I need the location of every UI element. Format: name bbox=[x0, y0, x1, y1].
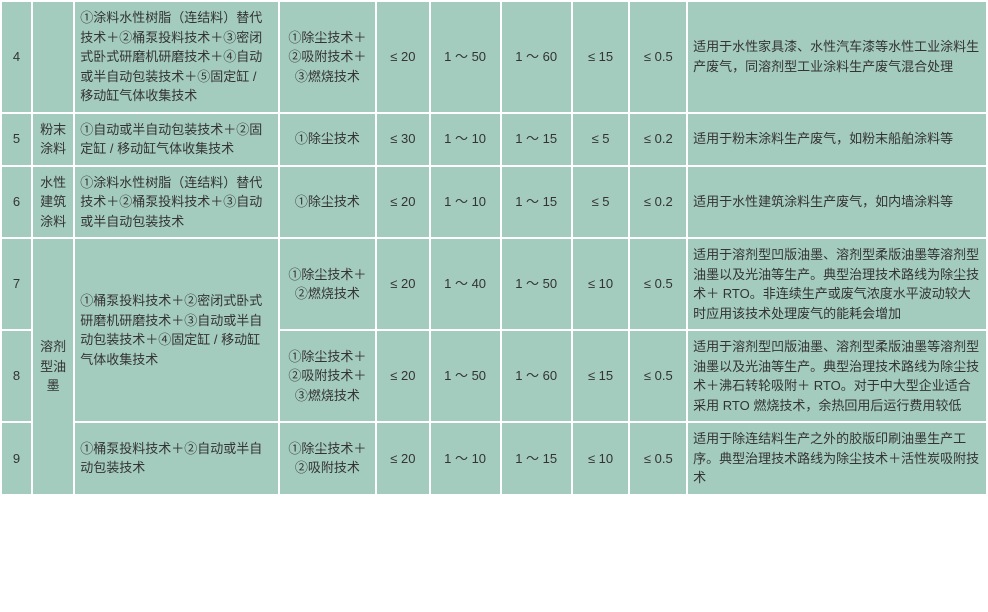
value-cell: 1 ～ 50 bbox=[501, 238, 572, 330]
tech1-cell: ①桶泵投料技术＋②自动或半自动包装技术 bbox=[74, 422, 278, 495]
tech2-cell: ①除尘技术＋②吸附技术＋③燃烧技术 bbox=[279, 330, 377, 422]
row-number: 4 bbox=[1, 1, 32, 113]
tech2-cell: ①除尘技术＋②燃烧技术 bbox=[279, 238, 377, 330]
value-cell: ≤ 0.5 bbox=[629, 422, 687, 495]
value-cell: ≤ 15 bbox=[572, 1, 630, 113]
tech2-cell: ①除尘技术＋②吸附技术＋③燃烧技术 bbox=[279, 1, 377, 113]
value-cell: ≤ 15 bbox=[572, 330, 630, 422]
value-cell: 1 ～ 15 bbox=[501, 166, 572, 239]
value-cell: 1 ～ 15 bbox=[501, 422, 572, 495]
tech2-cell: ①除尘技术 bbox=[279, 166, 377, 239]
value-cell: 1 ～ 10 bbox=[430, 166, 501, 239]
tech1-cell: ①涂料水性树脂（连结料）替代技术＋②桶泵投料技术＋③自动或半自动包装技术 bbox=[74, 166, 278, 239]
value-cell: 1 ～ 15 bbox=[501, 113, 572, 166]
value-cell: 1 ～ 50 bbox=[430, 1, 501, 113]
value-cell: ≤ 20 bbox=[376, 1, 429, 113]
category-cell: 溶剂型油墨 bbox=[32, 238, 74, 495]
value-cell: ≤ 20 bbox=[376, 238, 429, 330]
row-number: 9 bbox=[1, 422, 32, 495]
value-cell: ≤ 20 bbox=[376, 422, 429, 495]
table-row: 4 ①涂料水性树脂（连结料）替代技术＋②桶泵投料技术＋③密闭式卧式研磨机研磨技术… bbox=[1, 1, 987, 113]
category-cell: 粉末涂料 bbox=[32, 113, 74, 166]
value-cell: ≤ 20 bbox=[376, 330, 429, 422]
description-cell: 适用于溶剂型凹版油墨、溶剂型柔版油墨等溶剂型油墨以及光油等生产。典型治理技术路线… bbox=[687, 330, 987, 422]
value-cell: 1 ～ 60 bbox=[501, 330, 572, 422]
value-cell: 1 ～ 60 bbox=[501, 1, 572, 113]
value-cell: ≤ 20 bbox=[376, 166, 429, 239]
value-cell: ≤ 0.2 bbox=[629, 166, 687, 239]
value-cell: ≤ 0.2 bbox=[629, 113, 687, 166]
tech1-cell: ①自动或半自动包装技术＋②固定缸 / 移动缸气体收集技术 bbox=[74, 113, 278, 166]
description-cell: 适用于水性建筑涂料生产废气，如内墙涂料等 bbox=[687, 166, 987, 239]
description-cell: 适用于溶剂型凹版油墨、溶剂型柔版油墨等溶剂型油墨以及光油等生产。典型治理技术路线… bbox=[687, 238, 987, 330]
description-cell: 适用于粉末涂料生产废气，如粉末船舶涂料等 bbox=[687, 113, 987, 166]
value-cell: 1 ～ 10 bbox=[430, 422, 501, 495]
value-cell: ≤ 5 bbox=[572, 113, 630, 166]
value-cell: ≤ 0.5 bbox=[629, 330, 687, 422]
tech1-cell: ①桶泵投料技术＋②密闭式卧式研磨机研磨技术＋③自动或半自动包装技术＋④固定缸 /… bbox=[74, 238, 278, 422]
row-number: 8 bbox=[1, 330, 32, 422]
description-cell: 适用于除连结料生产之外的胶版印刷油墨生产工序。典型治理技术路线为除尘技术＋活性炭… bbox=[687, 422, 987, 495]
tech2-cell: ①除尘技术 bbox=[279, 113, 377, 166]
value-cell: 1 ～ 40 bbox=[430, 238, 501, 330]
table-row: 5 粉末涂料 ①自动或半自动包装技术＋②固定缸 / 移动缸气体收集技术 ①除尘技… bbox=[1, 113, 987, 166]
value-cell: ≤ 10 bbox=[572, 422, 630, 495]
value-cell: ≤ 10 bbox=[572, 238, 630, 330]
value-cell: ≤ 0.5 bbox=[629, 238, 687, 330]
row-number: 7 bbox=[1, 238, 32, 330]
category-cell bbox=[32, 1, 74, 113]
table-row: 6 水性建筑涂料 ①涂料水性树脂（连结料）替代技术＋②桶泵投料技术＋③自动或半自… bbox=[1, 166, 987, 239]
tech1-cell: ①涂料水性树脂（连结料）替代技术＋②桶泵投料技术＋③密闭式卧式研磨机研磨技术＋④… bbox=[74, 1, 278, 113]
technical-standards-table: 4 ①涂料水性树脂（连结料）替代技术＋②桶泵投料技术＋③密闭式卧式研磨机研磨技术… bbox=[0, 0, 988, 496]
tech2-cell: ①除尘技术＋②吸附技术 bbox=[279, 422, 377, 495]
value-cell: ≤ 0.5 bbox=[629, 1, 687, 113]
value-cell: ≤ 5 bbox=[572, 166, 630, 239]
value-cell: 1 ～ 10 bbox=[430, 113, 501, 166]
table-row: 9 ①桶泵投料技术＋②自动或半自动包装技术 ①除尘技术＋②吸附技术 ≤ 20 1… bbox=[1, 422, 987, 495]
value-cell: 1 ～ 50 bbox=[430, 330, 501, 422]
table-row: 7 溶剂型油墨 ①桶泵投料技术＋②密闭式卧式研磨机研磨技术＋③自动或半自动包装技… bbox=[1, 238, 987, 330]
row-number: 6 bbox=[1, 166, 32, 239]
category-cell: 水性建筑涂料 bbox=[32, 166, 74, 239]
value-cell: ≤ 30 bbox=[376, 113, 429, 166]
row-number: 5 bbox=[1, 113, 32, 166]
description-cell: 适用于水性家具漆、水性汽车漆等水性工业涂料生产废气，同溶剂型工业涂料生产废气混合… bbox=[687, 1, 987, 113]
